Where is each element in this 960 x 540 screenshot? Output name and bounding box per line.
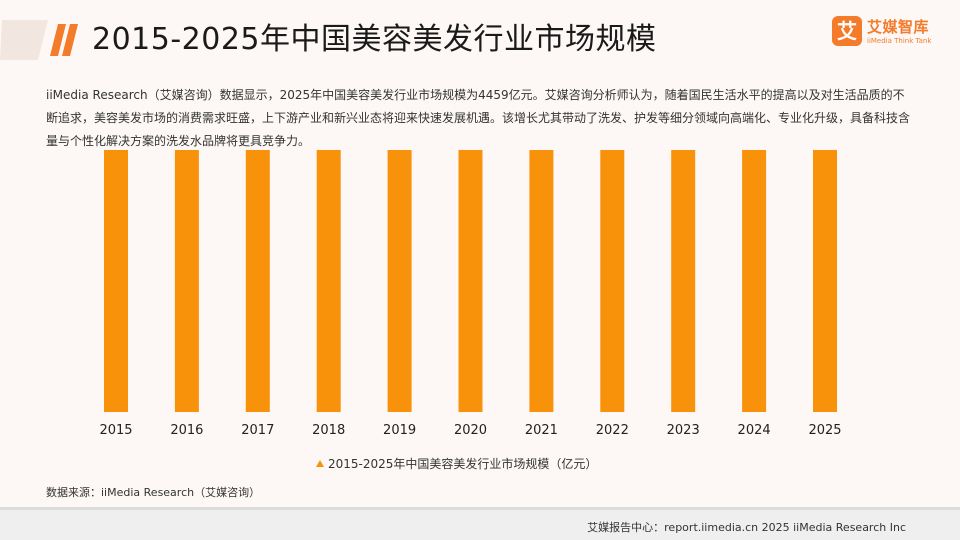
- footer: 艾媒报告中心：report.iimedia.cn 2025 iiMedia Re…: [0, 507, 960, 540]
- logo-subtitle: iiMedia Think Tank: [867, 37, 932, 45]
- logo-name: 艾媒智库: [867, 18, 930, 36]
- decorative-slash-icon: [0, 20, 78, 60]
- bar-2017: [245, 150, 270, 412]
- category-label-2016: 2016: [170, 423, 203, 438]
- bar-2020: [458, 150, 483, 412]
- category-label-2020: 2020: [454, 423, 487, 438]
- bar-2019: [387, 150, 412, 412]
- legend-triangle-icon: [316, 460, 324, 467]
- category-label-2024: 2024: [738, 423, 771, 438]
- bar-2024: [742, 150, 767, 412]
- bar-2015: [104, 150, 128, 412]
- page-title: 2015-2025年中国美容美发行业市场规模: [92, 22, 657, 57]
- bar-2018: [316, 150, 341, 412]
- category-label-2022: 2022: [596, 423, 629, 438]
- bar-2022: [600, 150, 625, 412]
- chart-legend: 2015-2025年中国美容美发行业市场规模（亿元）: [316, 455, 597, 472]
- bar-2025: [813, 150, 837, 412]
- data-source: 数据来源：iiMedia Research（艾媒咨询）: [46, 486, 261, 499]
- category-label-2017: 2017: [241, 423, 274, 438]
- bar-2021: [529, 150, 554, 412]
- description-paragraph: iiMedia Research（艾媒咨询）数据显示，2025年中国美容美发行业…: [46, 88, 911, 148]
- brand-logo: 艾 艾媒智库 iiMedia Think Tank: [832, 16, 942, 56]
- bar-2023: [671, 150, 696, 412]
- bar-2016: [174, 150, 199, 412]
- logo-mark-icon: 艾: [832, 16, 862, 46]
- category-label-2021: 2021: [525, 423, 558, 438]
- category-label-2019: 2019: [383, 423, 416, 438]
- footer-text: 艾媒报告中心：report.iimedia.cn 2025 iiMedia Re…: [587, 521, 906, 534]
- category-label-2023: 2023: [667, 423, 700, 438]
- legend-label: 2015-2025年中国美容美发行业市场规模（亿元）: [328, 457, 598, 471]
- category-label-2018: 2018: [312, 423, 345, 438]
- bar-chart: 3047201531292016324220173363201835132019…: [99, 150, 842, 438]
- category-label-2015: 2015: [99, 423, 132, 438]
- category-label-2025: 2025: [808, 423, 841, 438]
